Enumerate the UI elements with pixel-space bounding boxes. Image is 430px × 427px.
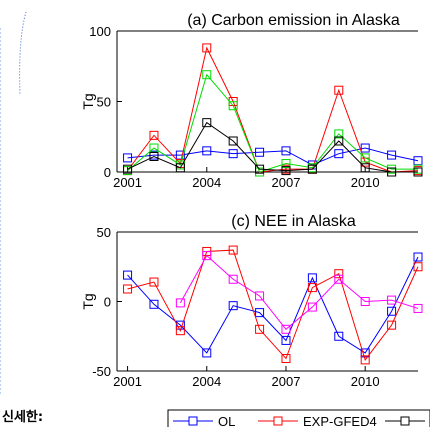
data-point-1 — [387, 320, 397, 330]
data-point-3 — [307, 164, 317, 174]
chart-title: (c) NEE in Alaska — [231, 213, 356, 230]
data-point-0 — [281, 146, 291, 156]
data-point-1 — [360, 355, 370, 365]
x-tick-label: 2007 — [272, 374, 301, 389]
data-point-3 — [123, 164, 133, 174]
data-point-3 — [413, 167, 423, 177]
data-point-1 — [149, 130, 159, 140]
data-point-2 — [360, 297, 370, 306]
data-point-3 — [175, 163, 185, 173]
x-tick-label: 2004 — [192, 175, 221, 190]
data-point-1 — [281, 353, 291, 363]
data-point-2 — [228, 101, 238, 111]
data-point-0 — [387, 150, 397, 160]
y-tick-label: 0 — [104, 295, 111, 310]
data-point-3 — [255, 164, 265, 174]
chart-title: (a) Carbon emission in Alaska — [187, 12, 400, 29]
series-line-3 — [127, 121, 418, 173]
data-point-2 — [175, 298, 185, 308]
data-point-0 — [413, 252, 423, 262]
data-point-0 — [255, 147, 265, 157]
data-point-1 — [413, 262, 423, 272]
data-point-1 — [334, 269, 344, 279]
legend-marker — [188, 416, 198, 426]
legend-box — [167, 409, 430, 427]
data-point-0 — [255, 308, 265, 318]
data-point-0 — [202, 146, 212, 156]
data-point-2 — [360, 153, 370, 163]
data-point-1 — [123, 284, 133, 294]
data-point-0 — [149, 299, 159, 309]
x-tick-label: 2007 — [272, 175, 301, 190]
data-point-1 — [307, 283, 317, 293]
x-tick-label: 2010 — [351, 175, 380, 190]
data-point-1 — [228, 245, 238, 255]
data-point-0 — [387, 306, 397, 316]
data-point-2 — [202, 251, 212, 261]
data-point-2 — [334, 129, 344, 139]
data-point-3 — [387, 167, 397, 177]
data-point-3 — [281, 166, 291, 176]
legend-marker — [400, 416, 410, 426]
data-point-1 — [202, 43, 212, 53]
x-tick-label: 2010 — [351, 374, 380, 389]
y-tick-label: 50 — [97, 225, 111, 240]
data-point-2 — [307, 302, 317, 312]
data-point-2 — [255, 291, 265, 301]
data-point-0 — [334, 331, 344, 341]
y-tick-label: -50 — [92, 364, 111, 379]
x-tick-label: 2004 — [192, 374, 221, 389]
legend-label: EXP-GFED4 — [303, 414, 377, 427]
data-point-3 — [228, 136, 238, 146]
data-point-3 — [334, 136, 344, 146]
data-point-2 — [387, 295, 397, 305]
data-point-2 — [228, 274, 238, 284]
data-point-0 — [123, 270, 133, 280]
data-point-3 — [149, 151, 159, 161]
data-point-2 — [281, 159, 291, 169]
data-point-0 — [360, 348, 370, 358]
data-point-2 — [334, 274, 344, 284]
panel-c: (c) NEE in Alaska Tg -50 0 50 2001 2004 2007 201… — [80, 213, 423, 389]
data-point-1 — [255, 324, 265, 334]
data-point-3 — [202, 118, 212, 128]
legend-marker — [273, 416, 283, 426]
data-point-0 — [228, 301, 238, 311]
data-point-0 — [360, 143, 370, 153]
data-point-1 — [149, 277, 159, 287]
series-line-1 — [127, 46, 419, 173]
y-tick-label: 50 — [97, 95, 111, 110]
series-line-2 — [179, 254, 419, 331]
series-line-0 — [127, 256, 419, 354]
data-point-2 — [281, 324, 291, 334]
data-point-0 — [281, 335, 291, 345]
data-point-2 — [202, 70, 212, 80]
series-line-2 — [127, 73, 418, 173]
x-tick-label: 2001 — [113, 374, 142, 389]
y-axis-label: Tg — [80, 293, 96, 309]
panel-a: (a) Carbon emission in Alaska Tg 0 50 100 200… — [80, 12, 423, 190]
data-point-0 — [123, 153, 133, 163]
data-point-0 — [202, 348, 212, 358]
data-point-1 — [175, 326, 185, 336]
series-line-0 — [127, 147, 419, 166]
side-text: 신세한: — [2, 410, 44, 425]
data-point-0 — [334, 149, 344, 159]
data-point-0 — [228, 149, 238, 159]
y-tick-label: 0 — [104, 165, 111, 180]
data-point-3 — [360, 163, 370, 173]
data-point-2 — [413, 303, 423, 313]
x-tick-label: 2001 — [113, 175, 142, 190]
legend: OL EXP-GFED4 — [167, 409, 430, 427]
series-line-1 — [127, 249, 419, 361]
y-axis-label: Tg — [80, 93, 96, 109]
data-point-1 — [334, 85, 344, 95]
legend-label: OL — [218, 414, 235, 427]
data-point-0 — [307, 273, 317, 283]
y-tick-label: 100 — [89, 24, 111, 39]
